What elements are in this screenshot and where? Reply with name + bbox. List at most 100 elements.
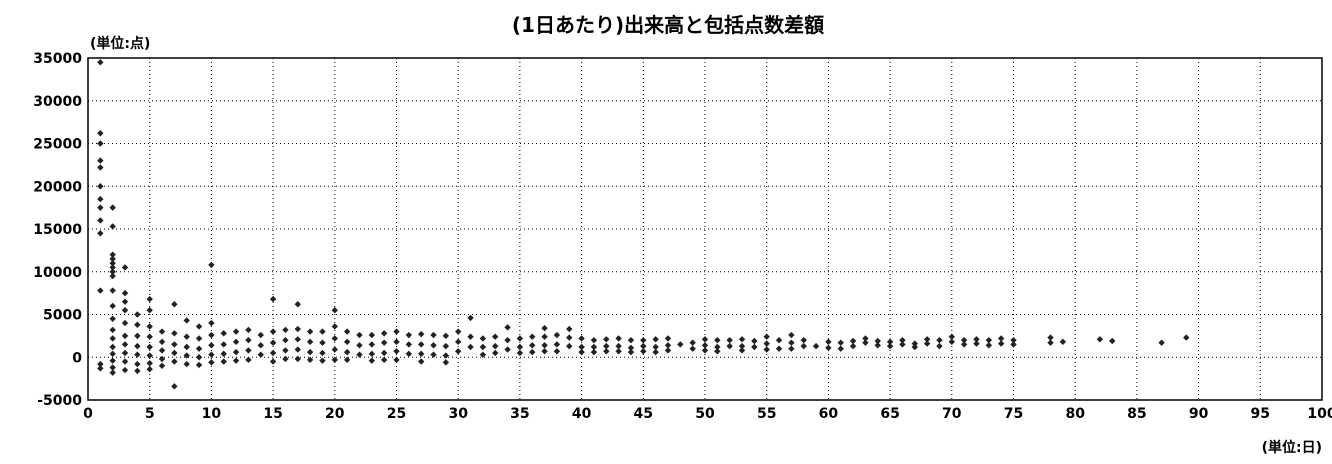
data-point	[171, 330, 178, 337]
data-point	[245, 356, 252, 364]
data-point	[195, 361, 203, 369]
y-tick-label: -5000	[37, 393, 82, 409]
data-point	[455, 348, 462, 355]
data-point	[331, 335, 338, 342]
data-point	[294, 325, 301, 333]
data-point	[183, 360, 190, 368]
data-point	[467, 343, 474, 351]
data-point	[603, 336, 610, 343]
data-point	[516, 343, 524, 351]
data-point	[467, 333, 474, 340]
data-point	[97, 59, 104, 66]
data-point	[689, 345, 696, 352]
data-point	[232, 328, 240, 335]
x-tick-label: 65	[880, 406, 899, 422]
data-point	[504, 324, 511, 331]
data-point	[442, 359, 450, 366]
x-tick-label: 10	[202, 406, 222, 422]
data-point	[664, 335, 672, 342]
data-point	[171, 341, 178, 348]
data-point	[751, 343, 758, 351]
data-point	[714, 336, 721, 344]
data-point	[1109, 337, 1116, 345]
data-point	[306, 338, 314, 346]
data-point	[380, 349, 388, 357]
data-point	[195, 345, 203, 352]
data-point	[331, 323, 338, 330]
data-point	[319, 328, 326, 335]
data-point	[306, 348, 314, 356]
data-point	[97, 164, 104, 171]
data-point	[109, 204, 116, 211]
data-point	[615, 335, 622, 342]
data-point	[121, 341, 129, 348]
data-point	[788, 345, 795, 352]
data-point	[664, 347, 672, 354]
data-point	[788, 331, 795, 339]
data-point	[973, 336, 980, 343]
tick-labels: 35000300002500020000150001000050000-5000…	[33, 51, 1332, 422]
x-axis-unit-label: (単位:日)	[1262, 439, 1322, 456]
data-point	[985, 336, 993, 344]
x-tick-label: 60	[819, 406, 839, 422]
data-point	[1158, 339, 1165, 346]
data-point	[158, 355, 166, 363]
data-point	[380, 339, 388, 346]
data-point	[232, 338, 240, 346]
data-point	[455, 338, 462, 346]
data-point	[763, 346, 770, 353]
data-point	[220, 330, 227, 337]
data-point	[874, 342, 881, 349]
data-point	[195, 354, 203, 361]
data-point	[726, 342, 733, 350]
data-point	[121, 289, 129, 297]
data-point	[146, 333, 153, 340]
data-point	[282, 347, 289, 354]
data-point	[269, 339, 277, 346]
x-tick-label: 35	[510, 406, 529, 422]
data-point	[183, 352, 190, 359]
data-point	[331, 346, 338, 353]
data-point	[134, 342, 141, 350]
data-point	[948, 333, 955, 340]
data-point	[245, 326, 252, 334]
data-point	[862, 335, 869, 342]
plot-frame	[87, 57, 1323, 401]
y-tick-label: 0	[72, 350, 82, 366]
data-point	[923, 340, 931, 347]
data-point	[158, 338, 166, 346]
data-point	[306, 328, 314, 335]
x-tick-label: 100	[1307, 406, 1332, 422]
y-tick-label: 20000	[33, 179, 82, 195]
data-point	[97, 287, 104, 294]
data-point	[146, 360, 153, 367]
data-point	[985, 342, 993, 349]
x-tick-label: 55	[757, 406, 776, 422]
data-point	[405, 350, 413, 358]
data-point	[627, 336, 635, 344]
data-point	[405, 331, 413, 339]
data-point	[319, 349, 326, 357]
data-point	[195, 335, 203, 342]
data-point	[331, 307, 338, 314]
data-point	[1010, 341, 1017, 348]
data-point	[578, 343, 585, 351]
data-point	[220, 341, 227, 348]
data-point	[566, 334, 573, 341]
data-point	[652, 343, 659, 351]
data-point	[442, 352, 450, 359]
data-point	[529, 348, 536, 356]
data-point	[911, 343, 918, 351]
data-point	[948, 338, 955, 346]
data-point	[1096, 336, 1104, 343]
data-point	[109, 315, 116, 322]
data-point	[97, 230, 104, 237]
data-point	[97, 140, 104, 147]
data-point	[121, 307, 129, 314]
data-point	[516, 349, 524, 357]
data-point	[652, 348, 659, 356]
data-point	[97, 195, 104, 203]
data-point	[504, 346, 511, 353]
data-point	[763, 340, 770, 347]
